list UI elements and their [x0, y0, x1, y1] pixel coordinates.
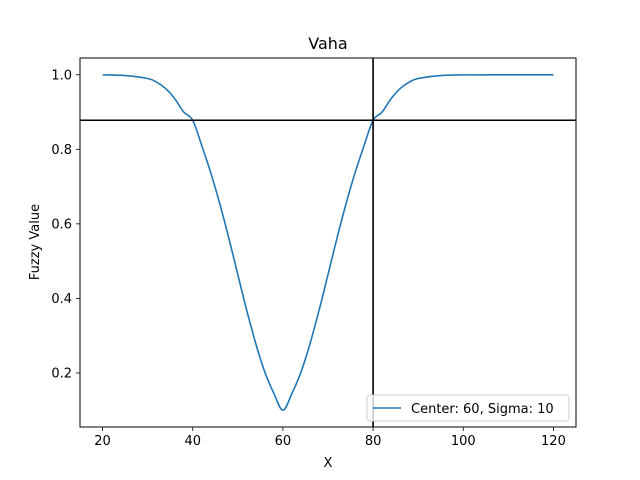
- x-tick-label: 40: [184, 434, 201, 449]
- legend-box: [366, 394, 570, 422]
- axes-frame: [79, 57, 577, 428]
- plot-area: [79, 57, 577, 428]
- x-tick-label: 60: [275, 434, 292, 449]
- y-tick-label: 0.8: [51, 143, 72, 158]
- x-tick-label: 20: [94, 434, 111, 449]
- x-tick-label: 120: [541, 434, 566, 449]
- chart-title: Vaha: [308, 34, 347, 53]
- legend: Center: 60, Sigma: 10: [366, 394, 570, 422]
- y-tick-label: 0.2: [51, 366, 72, 381]
- y-axis-ticks: 0.2 0.4 0.6 0.8 1.0: [51, 68, 80, 381]
- curve-layer: [102, 73, 554, 412]
- x-axis-ticks: 20 40 60 80 100 120: [94, 427, 566, 449]
- y-axis-label: Fuzzy Value: [28, 204, 43, 280]
- reference-lines: [80, 58, 576, 427]
- x-tick-label: 100: [451, 434, 476, 449]
- x-axis-label: X: [324, 456, 333, 471]
- series-line-center-60: [102, 73, 554, 412]
- y-tick-label: 1.0: [51, 68, 72, 83]
- y-tick-label: 0.4: [51, 292, 72, 307]
- y-tick-label: 0.6: [51, 217, 72, 232]
- x-tick-label: 80: [365, 434, 382, 449]
- legend-label: Center: 60, Sigma: 10: [411, 402, 554, 417]
